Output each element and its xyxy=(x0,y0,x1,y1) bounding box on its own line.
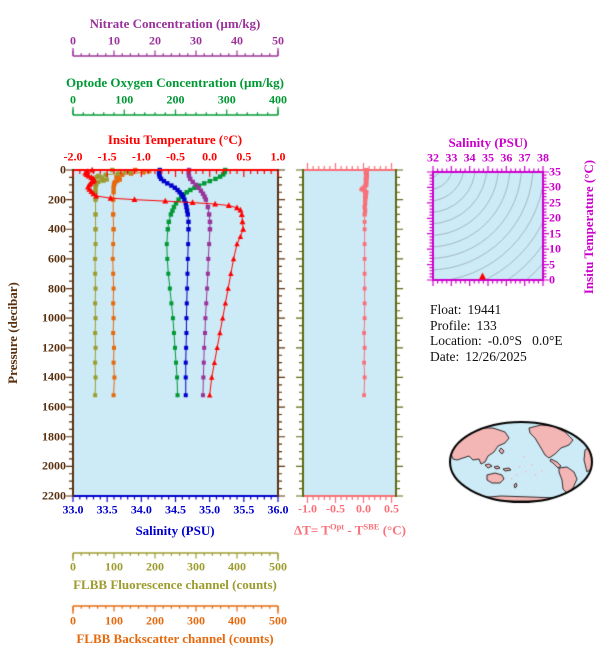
delta-t-mid: - T xyxy=(344,522,364,538)
ts-temperature-tick-label: 0 xyxy=(549,272,555,287)
pressure-axis-title: Pressure (decibar) xyxy=(5,282,20,384)
float-info-block: Float: 19441 Profile: 133 Location: -0.0°S … xyxy=(430,302,563,364)
ts-temperature-tick-label: 20 xyxy=(549,210,561,225)
location-value: -0.0°S 0.0°E xyxy=(487,333,563,348)
pressure-tick-label: 0 xyxy=(60,162,66,177)
delta-t-axis-title: ΔT= TOpt - TSBE (°C) xyxy=(294,521,406,538)
location-label: Location: xyxy=(430,333,482,348)
ts-salinity-tick-label: 37 xyxy=(518,150,531,165)
delta-t-tick-label: -0.5 xyxy=(325,501,345,516)
ts-temperature-tick-label: 25 xyxy=(549,195,561,210)
delta-t-prefix: ΔT= T xyxy=(294,522,330,538)
salinity-tick-label: 34.5 xyxy=(165,502,186,517)
pressure-tick-label: 2200 xyxy=(42,488,66,503)
delta-t-tick-label: 0.0 xyxy=(356,501,371,516)
profile-label: Profile: xyxy=(430,317,471,333)
nitrate-tick-label: 0 xyxy=(70,33,76,48)
ts-salinity-tick-label: 36 xyxy=(500,150,513,165)
temperature-tick-label: -1.5 xyxy=(97,149,117,164)
delta-t-tick-label: -1.0 xyxy=(297,501,317,516)
delta-t-sup-opt: Opt xyxy=(329,521,345,532)
ts-temperature-tick-label: 30 xyxy=(549,179,561,194)
pressure-tick-label: 1400 xyxy=(42,369,66,384)
oxygen-tick-label: 200 xyxy=(166,92,185,107)
nitrate-tick-label: 30 xyxy=(190,33,202,48)
nitrate-tick-label: 50 xyxy=(272,33,284,48)
float-info-location: Location: -0.0°S 0.0°E xyxy=(430,333,563,349)
temperature-tick-label: -2.0 xyxy=(63,149,83,164)
temperature-tick-label: 1.0 xyxy=(270,149,286,164)
ts-salinity-tick-label: 34 xyxy=(463,150,476,165)
float-label: Float: xyxy=(430,302,462,317)
date-value: 12/26/2025 xyxy=(465,348,527,364)
ts-temperature-tick-label: 10 xyxy=(549,241,561,256)
backscatter-tick-label: 400 xyxy=(228,613,246,628)
salinity-tick-label: 34.0 xyxy=(130,502,152,517)
backscatter-tick-label: 500 xyxy=(269,613,287,628)
pressure-tick-label: 1600 xyxy=(42,399,66,414)
profile-value: 133 xyxy=(476,317,497,333)
salinity-axis-title: Salinity (PSU) xyxy=(135,523,215,538)
float-info-float: Float: 19441 xyxy=(430,302,563,318)
delta-t-suffix: (°C) xyxy=(379,522,406,538)
backscatter-tick-label: 300 xyxy=(187,613,205,628)
fluorescence-tick-label: 400 xyxy=(228,559,246,574)
nitrate-tick-label: 10 xyxy=(108,33,120,48)
fluorescence-tick-label: 100 xyxy=(105,559,123,574)
ts-salinity-tick-label: 33 xyxy=(445,150,458,165)
date-label: Date: xyxy=(430,348,460,364)
float-info-profile: Profile: 133 xyxy=(430,318,563,334)
delta-t-tick-label: 0.5 xyxy=(384,501,400,516)
oxygen-tick-label: 0 xyxy=(70,92,76,107)
fluorescence-tick-label: 200 xyxy=(146,559,164,574)
backscatter-axis-title: FLBB Backscatter channel (counts) xyxy=(76,631,274,646)
nitrate-tick-label: 40 xyxy=(231,33,243,48)
temperature-tick-label: 0.0 xyxy=(202,149,218,164)
ts-salinity-tick-label: 35 xyxy=(482,150,494,165)
oxygen-tick-label: 300 xyxy=(217,92,236,107)
nitrate-axis-title: Nitrate Concentration (µm/kg) xyxy=(89,16,261,31)
backscatter-tick-label: 100 xyxy=(105,613,123,628)
pressure-tick-label: 1200 xyxy=(42,340,66,355)
temperature-tick-label: 0.5 xyxy=(236,149,252,164)
salinity-tick-label: 33.0 xyxy=(62,502,84,517)
float-info-date: Date: 12/26/2025 xyxy=(430,349,563,365)
ts-salinity-tick-label: 32 xyxy=(427,150,439,165)
ts-salinity-tick-label: 38 xyxy=(537,150,549,165)
pressure-tick-label: 600 xyxy=(48,251,66,266)
float-value: 19441 xyxy=(467,302,502,317)
pressure-tick-label: 200 xyxy=(48,192,66,207)
oxygen-axis-title: Optode Oxygen Concentration (µm/kg) xyxy=(65,75,285,90)
temperature-tick-label: -0.5 xyxy=(166,149,185,164)
fluorescence-tick-label: 500 xyxy=(269,559,287,574)
ts-temperature-axis-title: Insitu Temperature (°C) xyxy=(581,159,596,295)
salinity-tick-label: 35.5 xyxy=(233,502,255,517)
pressure-tick-label: 2000 xyxy=(42,458,66,473)
ts-salinity-axis-title: Salinity (PSU) xyxy=(448,135,528,150)
oxygen-tick-label: 100 xyxy=(115,92,134,107)
temperature-axis-title: Insitu Temperature (°C) xyxy=(107,132,243,147)
salinity-tick-label: 33.5 xyxy=(96,502,118,517)
salinity-tick-label: 35.0 xyxy=(199,502,221,517)
ts-temperature-tick-label: 15 xyxy=(549,226,561,241)
oxygen-tick-label: 400 xyxy=(269,92,287,107)
backscatter-tick-label: 200 xyxy=(146,613,164,628)
ts-temperature-tick-label: 35 xyxy=(549,164,561,179)
pressure-tick-label: 400 xyxy=(48,221,66,236)
fluorescence-tick-label: 0 xyxy=(70,559,76,574)
fluorescence-tick-label: 300 xyxy=(187,559,205,574)
salinity-tick-label: 36.0 xyxy=(267,502,289,517)
nitrate-tick-label: 20 xyxy=(149,33,161,48)
pressure-tick-label: 1800 xyxy=(42,429,66,444)
ts-temperature-tick-label: 5 xyxy=(549,257,555,272)
pressure-tick-label: 800 xyxy=(48,281,66,296)
temperature-tick-label: -1.0 xyxy=(131,149,151,164)
fluorescence-axis-title: FLBB Fluorescence channel (counts) xyxy=(73,577,277,592)
backscatter-tick-label: 0 xyxy=(70,613,76,628)
delta-t-sup-sbe: SBE xyxy=(363,521,380,532)
pressure-tick-label: 1000 xyxy=(42,310,66,325)
